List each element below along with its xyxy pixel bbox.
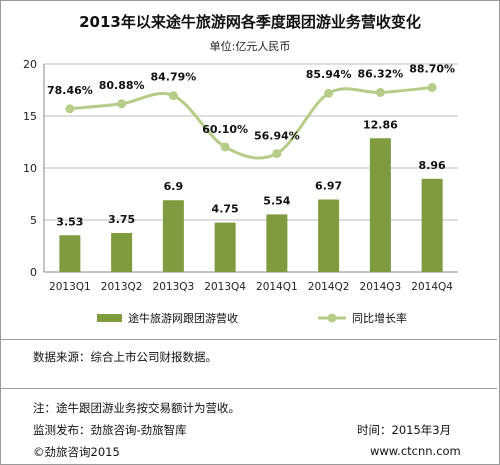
bar (369, 138, 391, 272)
data-source-note: 数据来源：综合上市公司财报数据。 (33, 350, 217, 364)
legend: 途牛旅游网跟团游营收 同比增长率 (97, 311, 407, 325)
publisher-label: 监测发布：劲旅咨询-劲旅智库 (33, 423, 187, 437)
growth-rate-point (427, 83, 437, 93)
chart-title: 2013年以来途牛旅游网各季度跟团游业务营收变化 (79, 13, 421, 31)
growth-rate-point (324, 88, 334, 98)
x-tick-label: 2014Q4 (411, 281, 453, 293)
x-tick-label: 2013Q4 (204, 281, 246, 293)
bar-value-label: 6.9 (164, 180, 184, 193)
growth-rate-point (168, 91, 178, 101)
x-tick-label: 2014Q2 (308, 281, 350, 293)
growth-rate-label: 85.94% (306, 68, 352, 81)
y-tick-label: 15 (23, 110, 37, 123)
bar-value-label: 3.75 (108, 213, 135, 226)
growth-rate-label: 86.32% (357, 67, 403, 80)
growth-rate-label: 60.10% (202, 123, 248, 136)
legend-label-growth: 同比增长率 (352, 311, 407, 325)
bar (111, 233, 133, 272)
legend-label-revenue: 途牛旅游网跟团游营收 (128, 311, 238, 325)
growth-rate-point (65, 104, 75, 114)
publish-time: 时间：2015年3月 (357, 423, 452, 437)
y-tick-label: 5 (30, 214, 37, 227)
bar (266, 214, 288, 272)
chart-unit-label: 单位:亿元人民币 (210, 39, 291, 53)
bar (59, 235, 81, 272)
growth-rate-label: 56.94% (254, 130, 300, 143)
bar-value-label: 12.86 (363, 118, 398, 131)
y-tick-label: 20 (23, 58, 37, 71)
bar (162, 200, 184, 272)
bar-value-label: 3.53 (56, 215, 83, 228)
growth-rate-label: 88.70% (409, 63, 455, 76)
legend-swatch-point (327, 313, 337, 323)
chart: 2013年以来途牛旅游网各季度跟团游业务营收变化 单位:亿元人民币 0 5 10 15… (23, 13, 458, 325)
bar (318, 199, 340, 272)
separator-legend (1, 339, 497, 340)
growth-rate-point (220, 142, 230, 152)
y-tick-label: 10 (23, 162, 37, 175)
bar (421, 178, 443, 272)
growth-rate-point (272, 149, 282, 159)
growth-rate-point (117, 99, 127, 109)
growth-rate-label: 80.88% (99, 79, 145, 92)
x-tick-label: 2013Q2 (101, 281, 143, 293)
bar-value-label: 5.54 (263, 194, 290, 207)
x-tick-label: 2014Q3 (360, 281, 402, 293)
growth-rate-label: 78.46% (47, 84, 93, 97)
growth-rate-line (69, 86, 433, 160)
growth-rate-label: 84.79% (150, 71, 196, 84)
bar (214, 222, 236, 272)
footnote: 注：途牛跟团游业务按交易额计为营收。 (33, 401, 240, 415)
x-tick-label: 2013Q3 (153, 281, 195, 293)
x-tick-label: 2014Q1 (256, 281, 298, 293)
bar-value-label: 4.75 (212, 203, 239, 216)
y-tick-label: 0 (30, 266, 37, 279)
copyright-text: ©劲旅咨询2015 (33, 445, 120, 459)
growth-rate-point (375, 87, 385, 97)
x-tick-label: 2013Q1 (49, 281, 91, 293)
plot-area: 0 5 10 15 20 2013Q1 2013Q2 2013Q3 2013Q4 2014Q1 20… (23, 58, 458, 293)
legend-swatch-bar (97, 314, 122, 322)
website-link[interactable]: www.ctcnn.com (370, 444, 461, 458)
bar-value-label: 8.96 (419, 159, 446, 172)
separator-footer (1, 388, 497, 389)
bar-value-label: 6.97 (315, 180, 342, 193)
